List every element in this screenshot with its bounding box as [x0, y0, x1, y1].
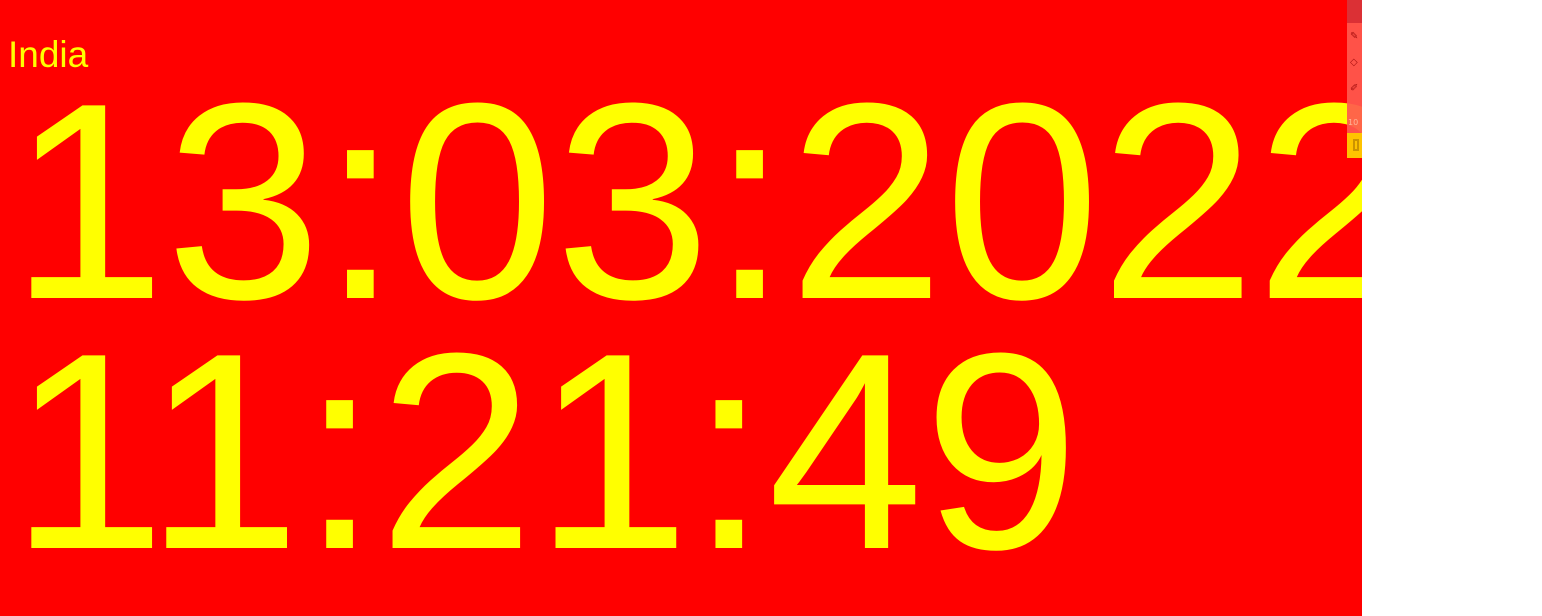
- toolbar-header[interactable]: [1347, 0, 1362, 23]
- zoom-level: 10: [1348, 118, 1359, 127]
- region-label: India: [8, 34, 89, 75]
- pen-icon[interactable]: ✎: [1350, 31, 1359, 42]
- highlighter-icon[interactable]: ✐: [1350, 83, 1359, 94]
- clock-panel: India 13:03:2022 11:21:49 ✎ ◇ ✐ 10: [0, 0, 1362, 616]
- eraser-icon[interactable]: ◇: [1350, 57, 1358, 68]
- color-icon: [1353, 139, 1359, 151]
- date-display: 13:03:2022: [10, 46, 1362, 358]
- toolbar-color-swatch[interactable]: [1347, 133, 1362, 158]
- side-toolbar: ✎ ◇ ✐ 10: [1347, 0, 1362, 158]
- time-display: 11:21:49: [10, 296, 1080, 608]
